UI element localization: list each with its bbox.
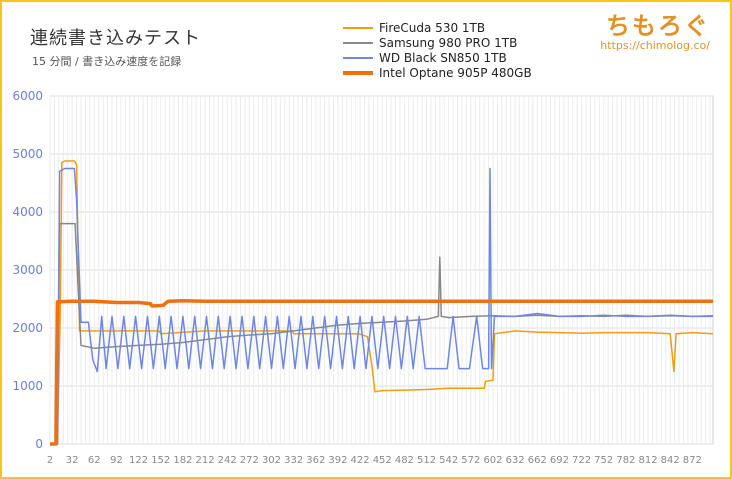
chart-legend: FireCuda 530 1TB Samsung 980 PRO 1TB WD … [343,20,532,80]
y-tick-label: 1000 [12,379,43,393]
chart-title: 連続書き込みテスト [30,28,201,49]
legend-label: FireCuda 530 1TB [379,20,486,35]
x-tick-label: 632 [506,455,525,466]
x-tick-label: 392 [328,455,347,466]
x-tick-label: 872 [683,455,702,466]
x-tick-label: 122 [129,455,148,466]
x-tick-label: 182 [173,455,192,466]
x-tick-label: 812 [638,455,657,466]
x-tick-label: 62 [88,455,101,466]
x-tick-label: 722 [572,455,591,466]
x-tick-label: 572 [461,455,480,466]
legend-item-optane: Intel Optane 905P 480GB [343,65,532,80]
legend-label: Intel Optane 905P 480GB [379,65,532,80]
x-tick-label: 92 [110,455,123,466]
y-tick-label: 2000 [12,321,43,335]
y-tick-label: 4000 [12,205,43,219]
legend-swatch [343,70,373,75]
x-tick-label: 422 [351,455,370,466]
chart-subtitle: 15 分間 / 書き込み速度を記録 [32,55,182,68]
x-tick-label: 2 [47,455,53,466]
x-tick-label: 152 [151,455,170,466]
y-tick-label: 5000 [12,147,43,161]
x-tick-label: 32 [66,455,79,466]
x-tick-label: 782 [616,455,635,466]
x-tick-label: 272 [240,455,259,466]
brand-name: ちもろぐ [606,12,710,40]
x-tick-label: 482 [395,455,414,466]
x-tick-label: 752 [594,455,613,466]
x-tick-label: 602 [483,455,502,466]
x-tick-label: 692 [550,455,569,466]
series-lines [50,160,714,446]
legend-item-firecuda: FireCuda 530 1TB [343,20,532,35]
x-tick-label: 542 [439,455,458,466]
grid-lines [49,95,714,445]
legend-swatch [343,56,373,59]
x-tick-label: 512 [417,455,436,466]
legend-label: WD Black SN850 1TB [379,50,507,65]
legend-swatch [343,41,373,44]
y-axis-ticks: 0 1000 2000 3000 4000 5000 6000 [12,89,43,451]
x-tick-label: 332 [284,455,303,466]
x-tick-label: 302 [262,455,281,466]
legend-item-wd: WD Black SN850 1TB [343,50,532,65]
series-line-2 [50,167,713,445]
y-tick-label: 0 [35,437,43,451]
x-axis-ticks: 2 32 62 92 122 152 182 212 242 272 302 332 362 392 422… [47,455,702,466]
x-tick-label: 212 [195,455,214,466]
brand-logo[interactable]: ちもろぐ https://chimolog.co/ [600,6,710,52]
series-line-3 [50,298,713,446]
x-tick-label: 662 [528,455,547,466]
x-tick-label: 452 [373,455,392,466]
legend-item-samsung: Samsung 980 PRO 1TB [343,35,532,50]
brand-url[interactable]: https://chimolog.co/ [600,39,710,52]
x-tick-label: 842 [661,455,680,466]
x-tick-label: 242 [218,455,237,466]
y-tick-label: 3000 [12,263,43,277]
legend-label: Samsung 980 PRO 1TB [379,35,518,50]
x-tick-label: 362 [306,455,325,466]
legend-swatch [343,26,373,29]
y-tick-label: 6000 [12,89,43,103]
